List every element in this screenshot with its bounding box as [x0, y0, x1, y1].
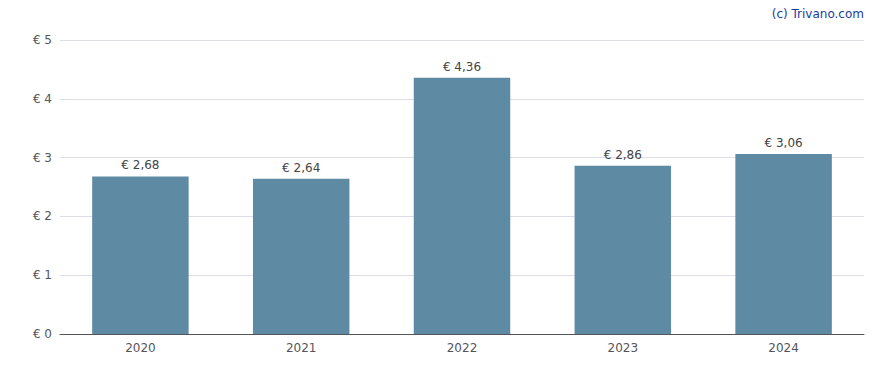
svg-text:€ 2,64: € 2,64: [282, 161, 320, 175]
svg-text:2024: 2024: [768, 341, 799, 355]
svg-text:2022: 2022: [447, 341, 478, 355]
svg-text:2020: 2020: [125, 341, 156, 355]
svg-text:2023: 2023: [608, 341, 639, 355]
svg-text:€ 1: € 1: [33, 268, 52, 282]
svg-text:€ 3: € 3: [33, 151, 52, 165]
svg-text:€ 2,86: € 2,86: [604, 148, 642, 162]
svg-text:(c) Trivano.com: (c) Trivano.com: [772, 7, 864, 21]
svg-text:€ 4,36: € 4,36: [443, 60, 481, 74]
svg-text:€ 4: € 4: [33, 92, 52, 106]
svg-text:€ 3,06: € 3,06: [765, 136, 803, 150]
svg-text:2021: 2021: [286, 341, 317, 355]
svg-text:€ 2: € 2: [33, 209, 52, 223]
svg-text:€ 2,68: € 2,68: [121, 158, 159, 172]
svg-text:€ 0: € 0: [33, 327, 52, 341]
svg-text:€ 5: € 5: [33, 33, 52, 47]
